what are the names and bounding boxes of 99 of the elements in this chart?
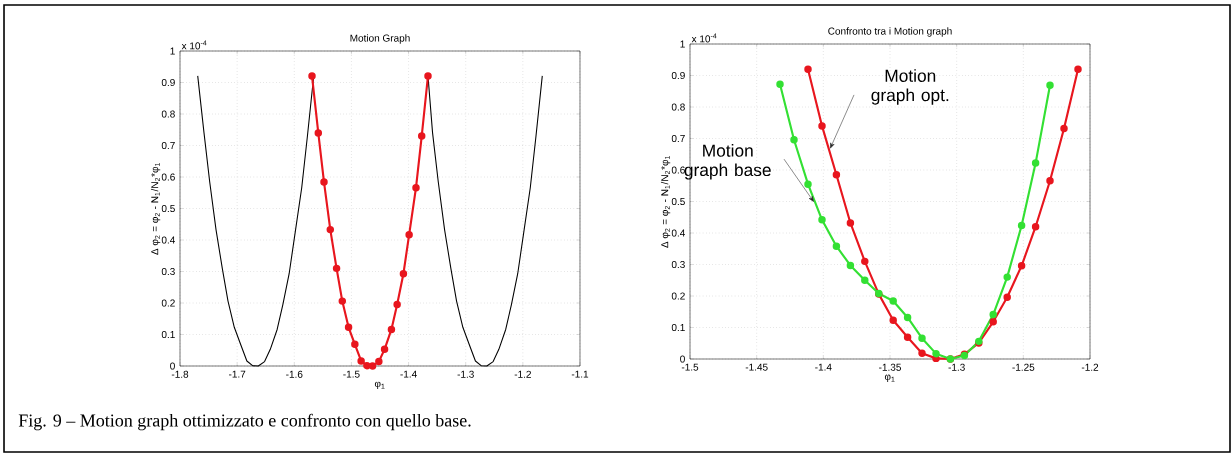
annotation: Motion graph opt. <box>871 69 949 105</box>
point <box>1017 262 1026 270</box>
point <box>314 129 323 137</box>
point <box>424 72 432 80</box>
x-tick-label: -1.2 <box>514 370 531 378</box>
x-tick-label: -1.4 <box>815 363 832 371</box>
point <box>399 269 408 278</box>
y-tick-label: 1 <box>680 40 685 48</box>
point <box>332 264 341 273</box>
y-tick-label: 0.7 <box>161 141 175 150</box>
point <box>412 183 420 192</box>
y-tick-label: 0.1 <box>671 323 685 332</box>
y-tick-label: 0.9 <box>671 71 685 80</box>
y-tick-label: 0.8 <box>161 110 175 118</box>
point <box>1003 273 1011 281</box>
y-tick-label: 0.7 <box>671 134 685 143</box>
point <box>326 225 335 234</box>
point <box>393 300 401 309</box>
point <box>375 357 383 366</box>
x-tick-label: -1.25 <box>1012 363 1035 371</box>
point <box>1031 159 1040 167</box>
point <box>861 257 869 266</box>
x-tick-label: -1.5 <box>343 370 360 378</box>
point <box>861 276 869 284</box>
y-tick-label: 0.8 <box>671 103 685 111</box>
point <box>357 357 365 365</box>
y-tick-label: 0.5 <box>671 197 685 206</box>
chart-title: Confronto tra i Motion graph <box>828 27 952 37</box>
annotation: Motion graph base <box>684 144 771 180</box>
point <box>338 297 347 305</box>
point <box>818 216 826 224</box>
x-tick-label: -1.3 <box>948 363 965 371</box>
point <box>918 334 926 342</box>
point <box>1046 176 1054 185</box>
x-tick-label: -1.7 <box>228 370 246 378</box>
x-tick-label: -1.6 <box>286 370 303 378</box>
point <box>387 325 396 334</box>
y-tick-label: 0.4 <box>671 229 686 237</box>
point <box>1046 81 1054 90</box>
point <box>1031 222 1040 231</box>
point <box>846 261 855 270</box>
point <box>903 313 912 322</box>
point <box>804 65 812 73</box>
point <box>918 349 926 358</box>
point <box>1074 65 1082 73</box>
point <box>363 361 371 370</box>
point <box>818 122 826 130</box>
point <box>1060 124 1068 133</box>
caption: Fig. 9 – Motion graph ottimizzato e confronto con quello base. <box>18 413 471 431</box>
text: x 10$^{-4}$ <box>181 40 207 50</box>
text: Δ φ$_{2}$ = φ$_{2}$ - N$_{1}$/N$_{2}$*φ$_{1}$ <box>660 155 671 248</box>
point <box>804 180 812 188</box>
x-tick-label: -1.4 <box>400 370 417 378</box>
point <box>405 230 413 239</box>
point <box>989 318 997 326</box>
chart-title: Motion Graph <box>350 34 410 44</box>
y-tick-label: 0.4 <box>161 236 175 244</box>
y-tick-label: 0.2 <box>671 292 685 300</box>
point <box>790 136 798 144</box>
point <box>889 316 897 324</box>
y-tick-label: 1 <box>170 47 175 55</box>
x-tick-label: -1.8 <box>171 370 189 378</box>
y-tick-label: 0 <box>170 362 175 370</box>
x-tick-label: -1.5 <box>681 363 699 371</box>
point <box>351 340 359 349</box>
y-tick-label: 0 <box>680 355 685 363</box>
point <box>368 362 377 370</box>
x-tick-label: -1.1 <box>571 370 589 378</box>
point <box>832 171 841 179</box>
x-tick-label: -1.35 <box>879 363 901 371</box>
point <box>1003 293 1011 301</box>
point <box>1017 221 1026 230</box>
point <box>903 333 912 342</box>
point <box>308 72 316 80</box>
y-tick-label: 0.2 <box>161 299 175 307</box>
y-tick-label: 0.3 <box>161 267 175 276</box>
y-tick-label: 0.3 <box>671 260 685 269</box>
x-tick-label: -1.45 <box>745 363 768 371</box>
text: x 10$^{-4}$ <box>691 33 717 43</box>
point <box>932 349 940 358</box>
point <box>832 242 841 250</box>
x-tick-label: -1.2 <box>1081 363 1099 371</box>
point <box>989 310 997 319</box>
text: Δ φ$_{2}$ = φ$_{2}$ - N$_{1}$/N$_{2}$*φ$_{1}$ <box>150 162 161 255</box>
y-tick-label: 0.6 <box>161 173 175 181</box>
point <box>417 132 426 140</box>
point <box>846 219 855 227</box>
point <box>380 345 389 354</box>
point <box>344 323 353 331</box>
y-tick-label: 0.5 <box>161 204 175 213</box>
y-tick-label: 0.9 <box>161 78 175 87</box>
point <box>889 297 897 305</box>
x-axis-title: φ$_{1}$ <box>884 374 895 383</box>
point <box>320 178 328 186</box>
x-tick-label: -1.3 <box>457 370 474 378</box>
x-axis-title: φ$_{1}$ <box>374 381 385 390</box>
point <box>776 80 784 89</box>
y-tick-label: 0.6 <box>671 166 685 174</box>
y-tick-label: 0.1 <box>161 330 175 339</box>
